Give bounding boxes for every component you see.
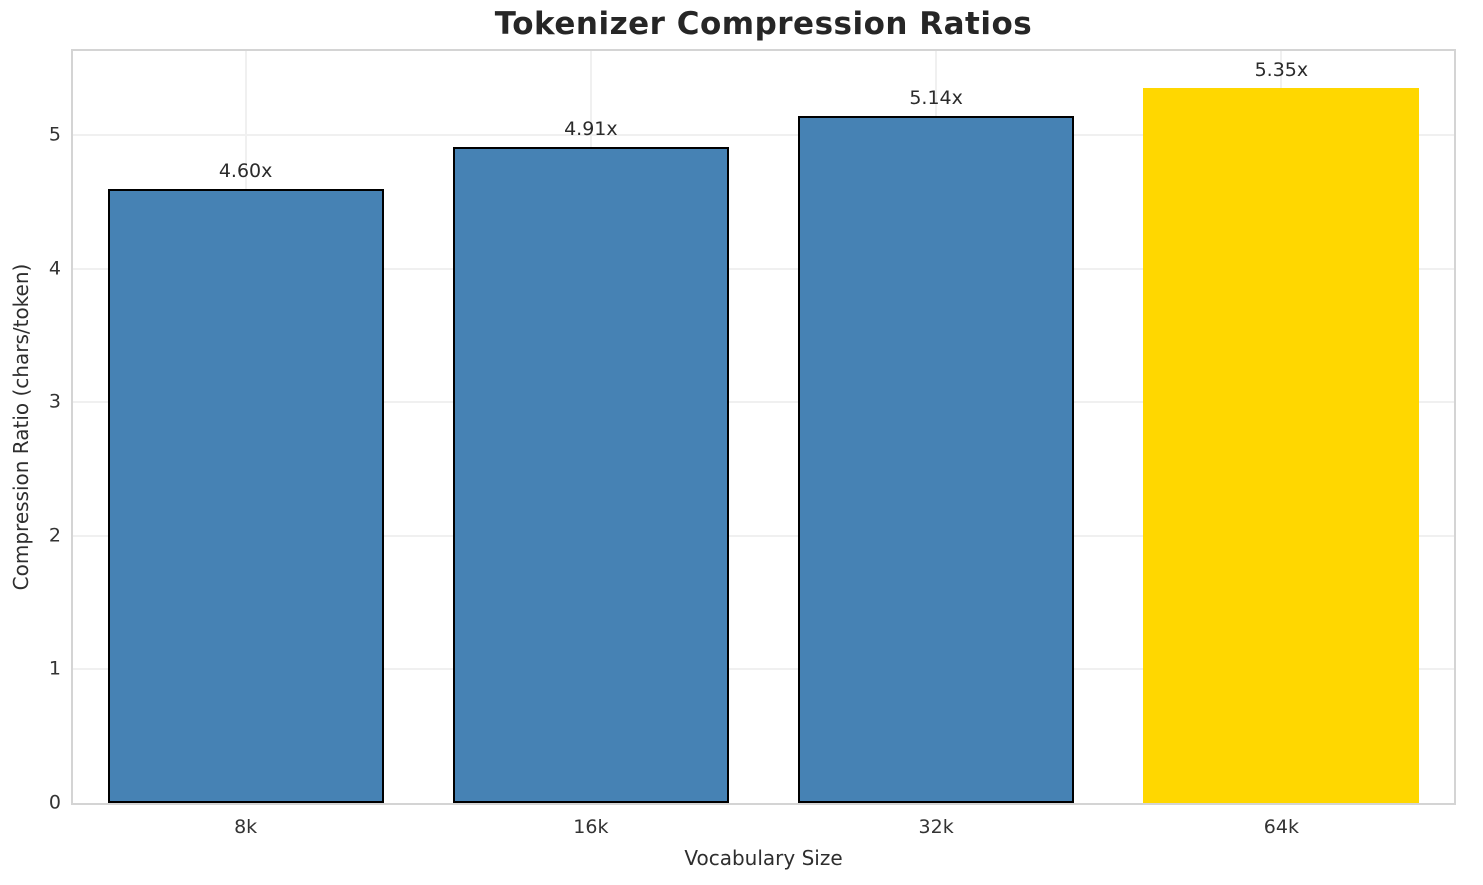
category-slot-32k: 5.14x 32k (764, 51, 1109, 838)
y-tick-label: 1 (48, 657, 61, 680)
y-tick-label: 5 (48, 123, 61, 146)
horizontal-gridline (73, 267, 1454, 270)
horizontal-gridline (73, 534, 1454, 537)
y-tick-label: 3 (48, 390, 61, 413)
bar-value-label: 5.14x (909, 87, 963, 110)
bar-8k (107, 188, 384, 803)
bar-32k (798, 116, 1075, 803)
y-tick-label: 0 (48, 791, 61, 814)
grid-layer (73, 51, 1454, 803)
horizontal-gridline (73, 134, 1454, 137)
x-tick-label: 64k (1263, 816, 1299, 838)
bar-value-label: 5.35x (1254, 59, 1309, 82)
x-tick-label: 32k (918, 816, 954, 838)
category-slot-64k: 5.35x 64k (1109, 51, 1454, 838)
y-tick-label: 2 (48, 524, 61, 547)
y-axis-label: Compression Ratio (chars/token) (9, 263, 33, 591)
horizontal-gridline (73, 401, 1454, 404)
x-tick-label: 16k (573, 816, 609, 838)
bar-value-label: 4.60x (218, 159, 273, 182)
category-slot-8k: 4.60x 8k (73, 51, 418, 838)
x-tick-label: 8k (234, 816, 258, 838)
bar-value-label: 4.91x (564, 118, 618, 141)
bars-layer: 4.60x 8k 4.91x 16k 5.14x 32k 5.35x 64k (73, 51, 1454, 838)
category-slot-16k: 4.91x 16k (418, 51, 763, 838)
y-tick-label: 4 (48, 257, 61, 280)
plot-area: 4.60x 8k 4.91x 16k 5.14x 32k 5.35x 64k 0 1 2 3 4 5 (49, 49, 1456, 838)
bar-16k (452, 147, 729, 803)
chart-title: Tokenizer Compression Ratios (494, 6, 1033, 42)
bar-64k (1143, 88, 1420, 803)
x-axis-label: Vocabulary Size (684, 846, 843, 870)
horizontal-gridline (73, 668, 1454, 671)
